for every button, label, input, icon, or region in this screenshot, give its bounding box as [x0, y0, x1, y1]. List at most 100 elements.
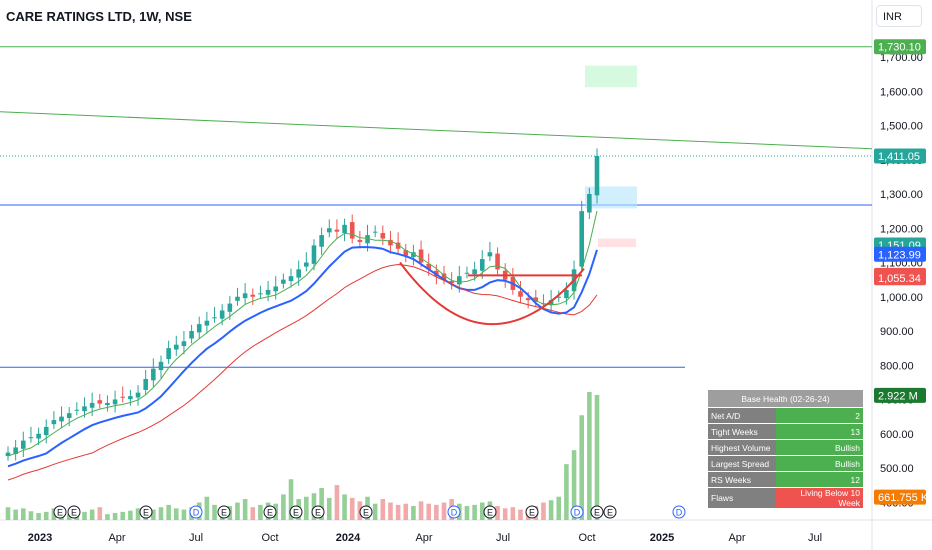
candle-body: [487, 252, 493, 257]
time-tick-label: Jul: [189, 532, 203, 544]
volume-bar: [89, 509, 95, 520]
time-tick-label: Apr: [108, 532, 125, 544]
volume-bar: [372, 503, 378, 520]
volume-bar: [21, 508, 26, 520]
price-tick-label: 500.00: [880, 463, 914, 475]
candle-body: [479, 259, 485, 271]
volume-bar: [594, 394, 600, 520]
candle-body: [158, 361, 164, 371]
event-marker-label: D: [451, 508, 458, 518]
event-marker-label: E: [315, 508, 321, 518]
candle-body: [472, 269, 477, 275]
volume-bar: [311, 493, 317, 520]
target-box: [585, 65, 637, 88]
cup-base-line: [399, 261, 585, 326]
event-marker-label: E: [293, 508, 299, 518]
entry-box: [585, 186, 637, 209]
candle-body: [219, 310, 225, 319]
time-tick-label: Jul: [808, 532, 822, 544]
candle-body: [265, 289, 271, 295]
event-marker-label: E: [529, 508, 535, 518]
candle-body: [579, 211, 584, 267]
volume-bar: [304, 496, 309, 520]
candle-body: [304, 262, 309, 267]
candle-body: [556, 296, 562, 298]
candle-body: [258, 293, 263, 295]
volume-bar: [334, 485, 340, 520]
volume-bar: [541, 502, 546, 520]
health-row-largest-spread: Largest Spread Bullish: [708, 456, 863, 471]
candle-body: [548, 300, 554, 305]
candle-body: [357, 239, 363, 242]
price-label-text: 1,730.10: [878, 42, 921, 54]
volume-bar: [380, 499, 386, 520]
candle-body: [66, 413, 72, 418]
earnings-marker-icon: [590, 505, 604, 519]
dividend-marker-icon: [672, 505, 686, 519]
base-health-table: Base Health (02-26-24) Net A/D 2 Tight W…: [708, 389, 863, 509]
candle-body: [151, 368, 156, 381]
candle-body: [135, 392, 141, 398]
volume-bar: [388, 502, 393, 520]
volume-bar: [36, 513, 41, 520]
candle-body: [288, 276, 294, 281]
price-label-text: 1,411.05: [878, 151, 920, 163]
candle-body: [181, 341, 187, 347]
volume-bar: [349, 497, 355, 520]
event-marker-label: E: [487, 508, 493, 518]
candle-body: [388, 239, 393, 246]
candle-body: [326, 228, 332, 233]
volume-bar: [418, 501, 424, 520]
chart-title: CARE RATINGS LTD, 1W, NSE: [6, 9, 192, 24]
base-health-title: Base Health (02-26-24): [708, 390, 863, 407]
volume-bar: [342, 494, 347, 520]
time-tick-label: 2025: [650, 532, 674, 544]
volume-bar: [105, 514, 110, 520]
time-tick-label: Jul: [496, 532, 510, 544]
health-row-tight-weeks: Tight Weeks 13: [708, 424, 863, 439]
row-label: Largest Spread: [708, 456, 776, 471]
earnings-marker-icon: [525, 505, 539, 519]
candle-body: [97, 400, 103, 404]
ma-blue-line: [7, 246, 598, 468]
volume-bar: [441, 502, 447, 520]
earnings-marker-icon: [263, 505, 277, 519]
volume-bar: [564, 464, 569, 520]
volume-bar: [510, 507, 516, 520]
candle-body: [128, 396, 133, 400]
health-row-rs-weeks: RS Weeks 12: [708, 472, 863, 487]
time-tick-label: Apr: [415, 532, 432, 544]
trendline: [0, 111, 873, 150]
candle-body: [349, 222, 355, 239]
event-marker-label: E: [221, 508, 227, 518]
volume-bar: [479, 502, 485, 520]
candle-body: [235, 296, 240, 301]
volume-bar: [151, 509, 156, 520]
price-label-text: 1,055.34: [878, 273, 921, 285]
volume-bar: [395, 504, 401, 520]
volume-bar: [258, 504, 263, 520]
event-marker-label: E: [57, 508, 63, 518]
price-tick-label: 900.00: [880, 326, 914, 338]
currency-button[interactable]: INR: [876, 5, 922, 27]
candle-body: [395, 242, 401, 249]
candle-body: [518, 291, 523, 297]
candle-body: [525, 298, 531, 301]
candle-body: [418, 249, 424, 263]
candle-body: [189, 331, 194, 339]
candle-body: [273, 286, 279, 292]
candle-body: [36, 433, 41, 439]
time-tick-label: Oct: [578, 532, 595, 544]
volume-bar: [403, 503, 409, 520]
dividend-marker-icon: [189, 505, 203, 519]
candle-body: [51, 420, 57, 425]
candle-body: [319, 235, 324, 247]
volume-bar: [281, 494, 286, 520]
price-label-text: 1,123.99: [878, 249, 921, 261]
row-label: Highest Volume: [708, 440, 776, 455]
candle-body: [212, 317, 217, 319]
volume-bar: [464, 506, 470, 520]
event-marker-label: D: [676, 508, 683, 518]
event-marker-label: D: [193, 508, 200, 518]
